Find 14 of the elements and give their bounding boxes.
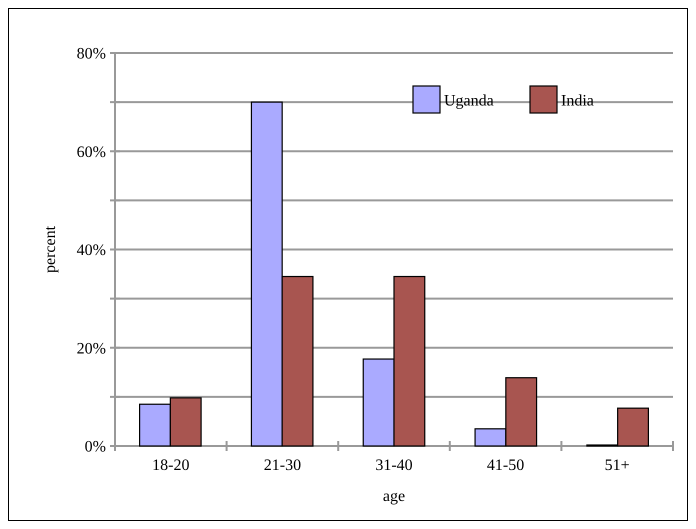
y-tick-label: 0% [84, 438, 106, 456]
y-axis-title: percent [42, 225, 59, 274]
legend-label: India [561, 92, 594, 110]
x-tick-label: 51+ [604, 457, 630, 474]
x-tick-label: 41-50 [486, 457, 524, 474]
x-tick-label: 18-20 [152, 457, 190, 474]
x-tick-label: 31-40 [375, 457, 413, 474]
y-tick-label: 20% [76, 340, 106, 358]
legend-label: Uganda [444, 92, 494, 110]
y-tick-label: 80% [76, 46, 106, 63]
x-axis-title: age [382, 488, 406, 505]
y-tick-label: 60% [76, 144, 106, 161]
y-tick-label: 40% [76, 242, 106, 260]
x-tick-label: 21-30 [264, 457, 302, 474]
